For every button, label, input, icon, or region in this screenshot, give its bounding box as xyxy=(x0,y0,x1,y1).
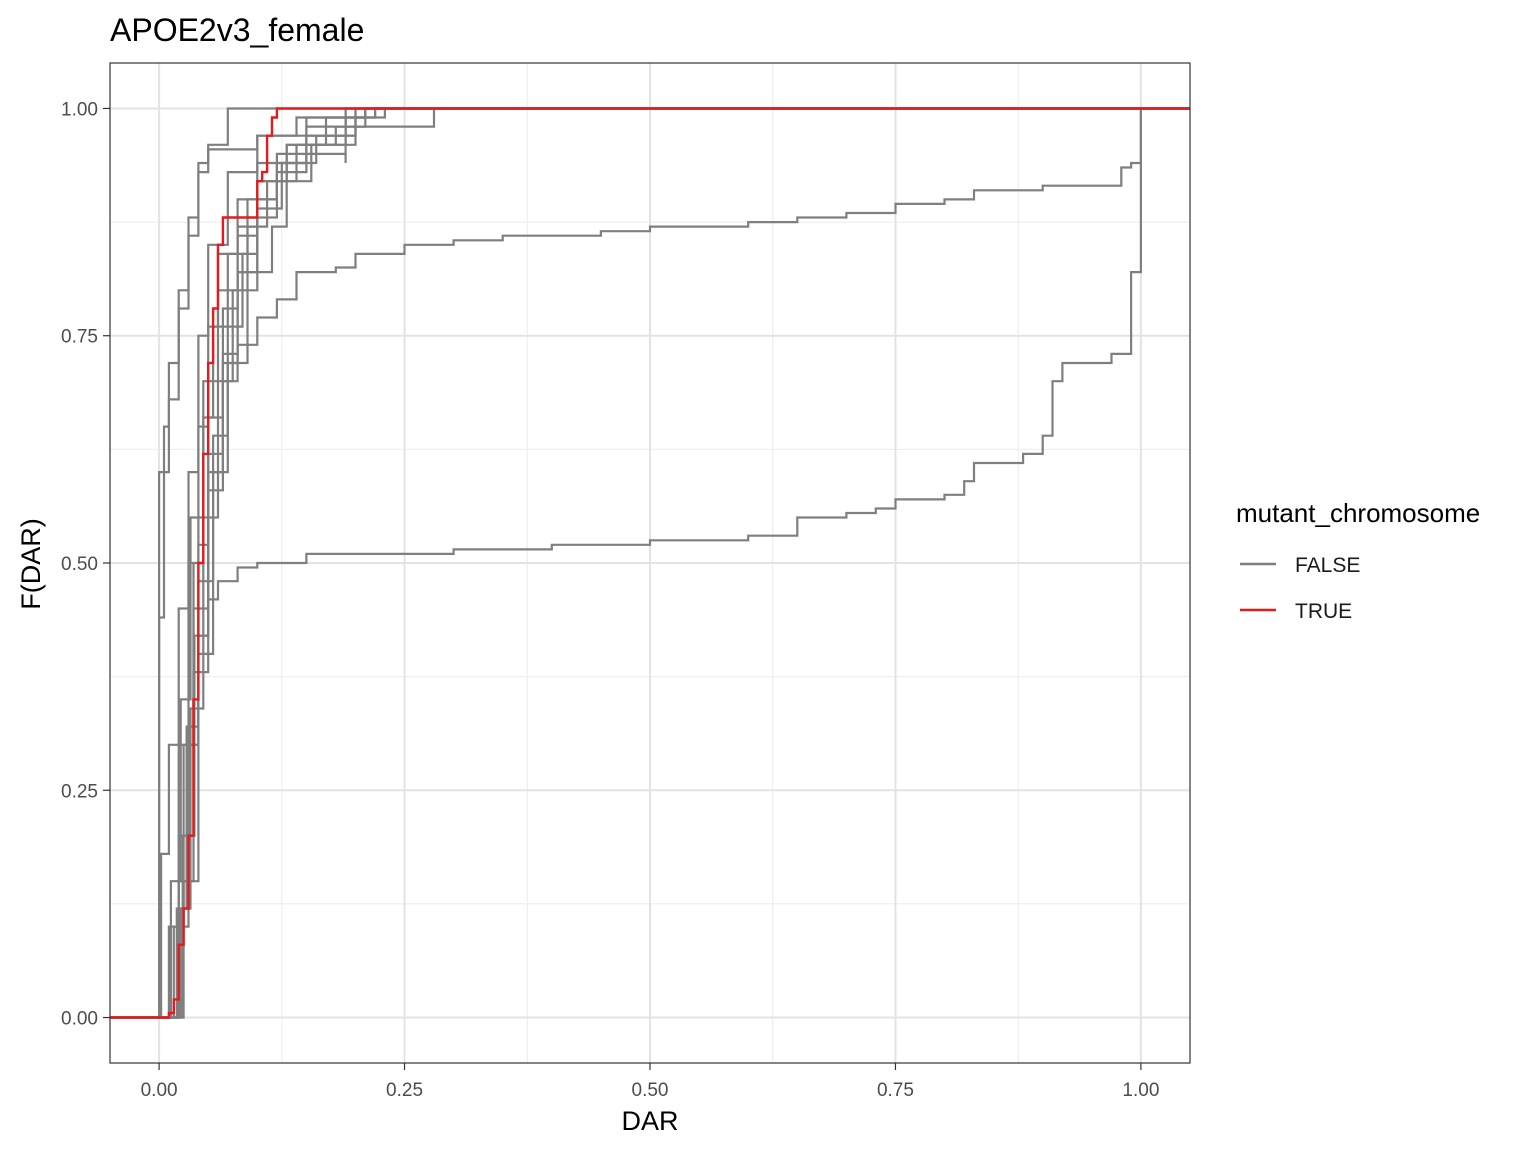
y-tick-label: 0.25 xyxy=(61,781,98,802)
y-tick-label: 0.00 xyxy=(61,1009,98,1030)
y-axis-title: F(DAR) xyxy=(16,518,46,609)
legend-label-true: TRUE xyxy=(1295,600,1352,623)
ecdf-line-false xyxy=(110,107,1190,1019)
x-tick-label: 0.00 xyxy=(141,1080,178,1101)
legend-label-false: FALSE xyxy=(1295,554,1360,577)
x-tick-label: 0.75 xyxy=(877,1080,914,1101)
ecdf-line-true xyxy=(110,107,1190,1019)
x-tick-label: 0.50 xyxy=(632,1080,669,1101)
chart-title: APOE2v3_female xyxy=(110,12,364,48)
x-tick-label: 0.25 xyxy=(386,1080,423,1101)
legend: mutant_chromosome FALSE TRUE xyxy=(1236,498,1480,623)
x-tick-label: 1.00 xyxy=(1122,1080,1159,1101)
ecdf-line-false xyxy=(110,107,1190,1019)
ecdf-line-false xyxy=(110,107,1190,1019)
ecdf-line-false xyxy=(110,107,1190,1019)
axis-layer: 0.00 0.25 0.50 0.75 1.00 0.00 0.25 0.50 0.75 1.00 xyxy=(61,99,1159,1101)
y-tick-label: 1.00 xyxy=(61,99,98,120)
x-axis-title: DAR xyxy=(621,1106,678,1136)
y-tick-label: 0.50 xyxy=(61,554,98,575)
legend-title: mutant_chromosome xyxy=(1236,498,1480,528)
series-layer xyxy=(110,107,1190,1019)
ecdf-line-false xyxy=(110,107,1190,1019)
y-tick-label: 0.75 xyxy=(61,327,98,348)
